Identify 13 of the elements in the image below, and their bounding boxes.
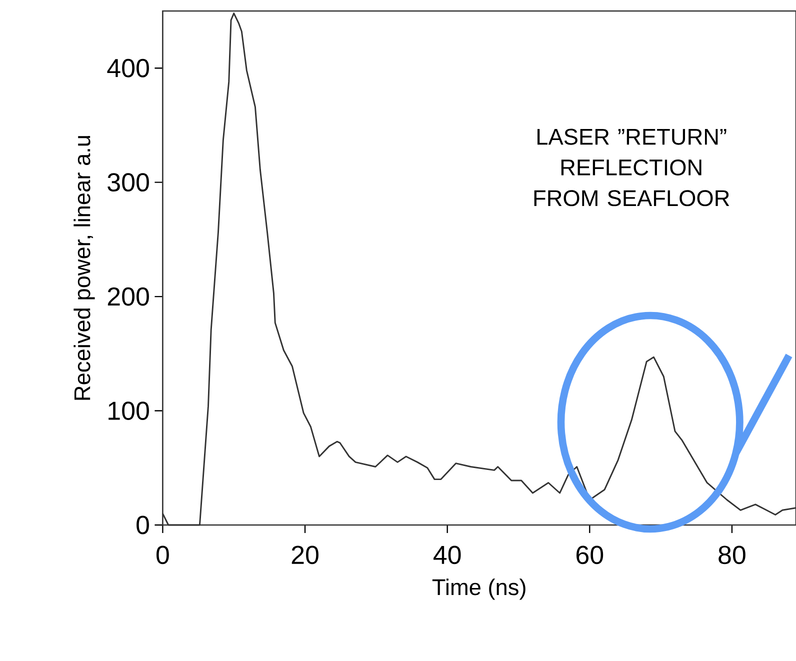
x-tick-label: 80 [718,546,746,564]
x-tick-label: 40 [433,546,461,564]
annotation: LASER ”RETURN” REFLECTION FROM SEAFLOOR [534,128,730,206]
x-tick-label: 20 [292,546,318,564]
y-tick-label: 200 [108,287,149,306]
x-axis-title: Time (ns) [432,578,526,600]
x-tick-label: 60 [576,546,604,564]
y-tick-label: 0 [136,516,149,534]
x-tick-label: 0 [156,546,169,564]
y-tick-label: 400 [107,58,149,78]
y-tick-label: 300 [108,173,149,192]
y-tick-label: 100 [108,402,149,420]
y-axis-title: Received power, linear a.u [74,136,95,400]
